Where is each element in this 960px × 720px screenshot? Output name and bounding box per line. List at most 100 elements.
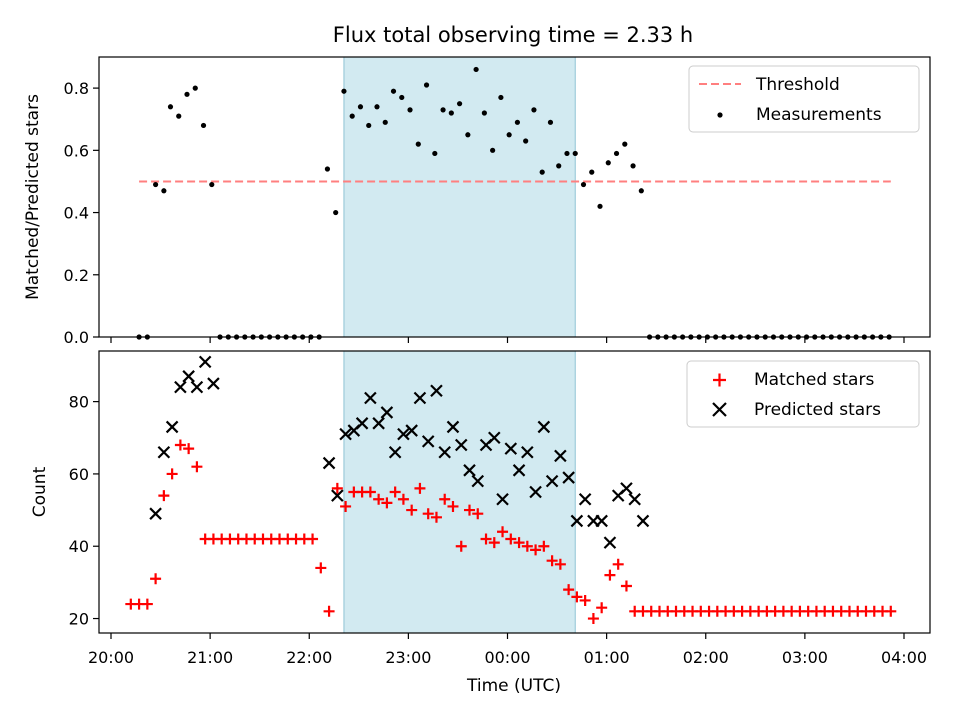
predicted-star-point — [463, 464, 476, 477]
predicted-star-point — [438, 445, 451, 459]
matched-star-point — [530, 544, 542, 556]
matched-star-point — [447, 500, 459, 512]
matched-star-point — [587, 613, 599, 625]
measurement-point — [374, 104, 380, 110]
predicted-star-point — [595, 514, 608, 528]
matched-star-point — [563, 584, 575, 596]
matched-star-point — [488, 537, 500, 549]
measurement-point — [490, 147, 496, 153]
matched-points — [125, 439, 897, 625]
legend-predicted-label: Predicted stars — [754, 400, 881, 420]
measurement-point — [192, 85, 198, 91]
predicted-star-point — [504, 442, 518, 455]
predicted-star-point — [331, 489, 344, 502]
predicted-star-point — [174, 380, 187, 394]
predicted-star-point — [207, 377, 220, 390]
predicted-star-point — [157, 445, 171, 459]
top-y-axis-label: Matched/Predicted stars — [23, 94, 43, 300]
measurement-point — [580, 181, 587, 188]
matched-star-point — [497, 526, 509, 538]
chart-title: Flux total observing time = 2.33 h — [333, 23, 693, 47]
matched-star-point — [397, 493, 409, 505]
matched-star-point — [521, 540, 533, 552]
measurement-point — [539, 169, 545, 175]
measurement-point — [341, 88, 347, 94]
top-panel: 0.00.20.40.60.8 Matched/Predicted stars … — [23, 56, 931, 347]
predicted-star-point — [421, 435, 435, 448]
measurement-point — [324, 166, 331, 172]
matched-star-point — [364, 486, 376, 498]
matched-star-point — [546, 555, 558, 567]
top-y-tick-label: 0.8 — [64, 79, 89, 98]
measurement-point — [514, 119, 521, 125]
bottom-y-axis-label: Count — [30, 466, 50, 517]
matched-star-point — [604, 569, 616, 581]
measurement-point — [399, 94, 405, 101]
predicted-star-point — [454, 438, 468, 452]
predicted-star-point — [537, 420, 551, 434]
matched-star-point — [158, 490, 170, 502]
measurement-point — [638, 188, 644, 194]
measurement-point — [572, 150, 578, 157]
predicted-star-point — [545, 474, 559, 488]
top-y-tick-label: 0.0 — [64, 328, 89, 347]
x-tick-label: 00:00 — [484, 648, 530, 667]
measurement-point — [448, 110, 454, 116]
predicted-star-point — [471, 474, 485, 488]
predicted-star-point — [628, 492, 641, 506]
bottom-y-tick-label: 20 — [69, 610, 89, 629]
measurement-point — [440, 107, 446, 113]
matched-star-point — [513, 537, 525, 549]
x-tick-label: 01:00 — [584, 648, 630, 667]
matched-star-point — [620, 580, 632, 592]
measurement-point — [357, 104, 364, 110]
measurement-point — [209, 181, 215, 188]
predicted-star-point — [603, 536, 617, 549]
x-tick-label: 20:00 — [88, 648, 134, 667]
x-tick-label: 22:00 — [286, 648, 332, 667]
predicted-star-point — [182, 370, 195, 383]
top-y-ticks: 0.0 0.2 0.4 0.6 0.8 — [64, 79, 99, 347]
measurement-point — [547, 119, 554, 125]
top-y-tick-label: 0.6 — [64, 141, 89, 160]
bottom-y-tick-label: 60 — [69, 465, 89, 484]
x-tick-label: 23:00 — [385, 648, 431, 667]
predicted-star-point — [578, 492, 592, 506]
bottom-x-ticks: 20:00 21:00 22:00 23:00 00:00 01:00 02:00 03:00… — [88, 633, 927, 667]
predicted-star-point — [380, 406, 394, 419]
matched-star-point — [579, 594, 591, 606]
matched-star-point — [596, 602, 608, 614]
measurement-point — [349, 113, 355, 119]
predicted-star-point — [165, 420, 179, 434]
bottom-y-tick-label: 80 — [69, 393, 89, 412]
predicted-star-point — [364, 391, 377, 405]
legend-threshold-label: Threshold — [755, 75, 840, 95]
matched-star-point — [472, 508, 484, 520]
predicted-star-point — [430, 384, 443, 398]
matched-star-point — [571, 591, 583, 603]
measurement-point — [456, 101, 463, 107]
measurement-legend-swatch — [717, 112, 723, 118]
matched-star-point — [340, 500, 352, 512]
legend-matched-label: Matched stars — [754, 370, 874, 390]
predicted-star-point — [521, 445, 534, 459]
matched-star-point — [612, 558, 624, 570]
predicted-star-point — [512, 464, 526, 477]
top-legend: Threshold Measurements — [688, 65, 920, 133]
measurement-point — [473, 66, 479, 73]
bottom-legend-box — [686, 360, 920, 428]
matched-star-point — [554, 558, 566, 570]
predicted-points — [149, 355, 650, 549]
predicted-star-point — [413, 391, 427, 405]
predicted-star-point — [149, 507, 162, 520]
predicted-star-point — [446, 420, 460, 434]
measurement-point — [407, 107, 413, 113]
observing-window-top — [343, 56, 576, 338]
predicted-star-point — [405, 424, 418, 437]
measurement-point — [613, 150, 620, 157]
measurement-point — [200, 122, 207, 129]
measurement-point — [481, 110, 487, 116]
predicted-star-point — [562, 471, 575, 484]
predicted-star-point — [496, 492, 509, 506]
